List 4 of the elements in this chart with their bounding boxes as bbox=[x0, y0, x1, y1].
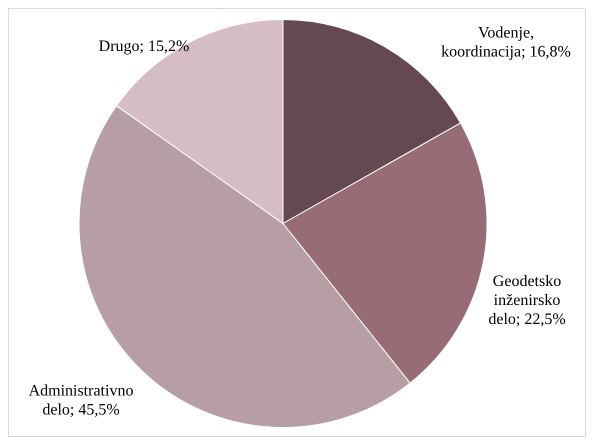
slice-label: Vodenje, koordinacija; 16,8% bbox=[441, 24, 571, 61]
slice-label: Administrativno delo; 45,5% bbox=[28, 382, 134, 419]
slice-label: Geodetsko inženirsko delo; 22,5% bbox=[488, 273, 566, 328]
slice-label: Drugo; 15,2% bbox=[98, 38, 190, 56]
